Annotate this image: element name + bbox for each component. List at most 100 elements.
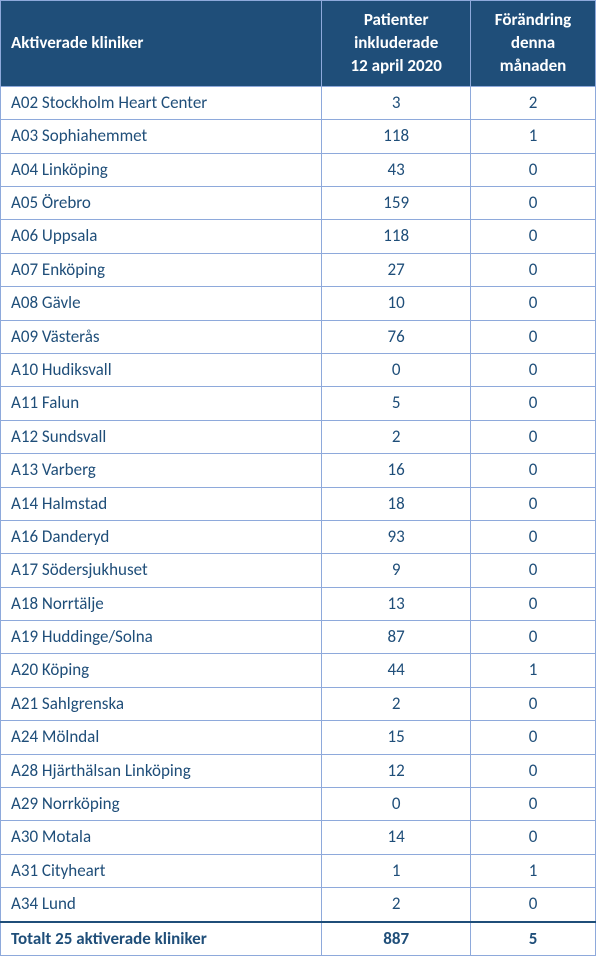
table-header: Aktiverade kliniker Patienter inkluderad… — [1, 1, 596, 87]
table-row: A12 Sundsvall20 — [1, 420, 596, 453]
table-row: A03 Sophiahemmet1181 — [1, 120, 596, 153]
header-patients-line2: inkluderade — [354, 32, 438, 53]
cell-name: A06 Uppsala — [1, 220, 322, 253]
table-row: A07 Enköping270 — [1, 253, 596, 286]
header-patients-line3: 12 april 2020 — [351, 55, 442, 76]
cell-change: 0 — [471, 621, 596, 654]
table-row: A30 Motala140 — [1, 821, 596, 854]
cell-name: A03 Sophiahemmet — [1, 120, 322, 153]
cell-patients: 93 — [322, 520, 471, 553]
cell-patients: 44 — [322, 654, 471, 687]
header-name-line1: Aktiverade kliniker — [11, 32, 143, 53]
cell-change: 0 — [471, 788, 596, 821]
cell-name: A10 Hudiksvall — [1, 353, 322, 386]
table-row: A21 Sahlgrenska20 — [1, 687, 596, 720]
cell-change: 1 — [471, 120, 596, 153]
table-row: A34 Lund20 — [1, 888, 596, 922]
table-row: A02 Stockholm Heart Center32 — [1, 86, 596, 119]
table-row: A10 Hudiksvall00 — [1, 353, 596, 386]
table-row: A24 Mölndal150 — [1, 721, 596, 754]
cell-patients: 43 — [322, 153, 471, 186]
cell-patients: 5 — [322, 387, 471, 420]
cell-name: A21 Sahlgrenska — [1, 687, 322, 720]
cell-change: 0 — [471, 821, 596, 854]
cell-patients: 3 — [322, 86, 471, 119]
cell-patients: 0 — [322, 353, 471, 386]
cell-patients: 76 — [322, 320, 471, 353]
cell-change: 0 — [471, 253, 596, 286]
cell-name: A12 Sundsvall — [1, 420, 322, 453]
total-row: Totalt 25 aktiverade kliniker8875 — [1, 922, 596, 956]
cell-change: 0 — [471, 420, 596, 453]
cell-change: 0 — [471, 554, 596, 587]
header-change-line3: månaden — [500, 55, 567, 76]
table-body: A02 Stockholm Heart Center32A03 Sophiahe… — [1, 86, 596, 955]
cell-name: A08 Gävle — [1, 287, 322, 320]
cell-patients: 9 — [322, 554, 471, 587]
cell-patients: 1 — [322, 854, 471, 887]
cell-change: 0 — [471, 520, 596, 553]
cell-change: 0 — [471, 888, 596, 922]
header-patients-line1: Patienter — [364, 9, 429, 30]
cell-patients: 2 — [322, 687, 471, 720]
cell-name: A02 Stockholm Heart Center — [1, 86, 322, 119]
table-row: A19 Huddinge/Solna870 — [1, 621, 596, 654]
cell-name: A28 Hjärthälsan Linköping — [1, 754, 322, 787]
header-patients: Patienter inkluderade 12 april 2020 — [322, 1, 471, 87]
cell-patients: 87 — [322, 621, 471, 654]
table-row: A28 Hjärthälsan Linköping120 — [1, 754, 596, 787]
cell-patients: 15 — [322, 721, 471, 754]
table-row: A31 Cityheart11 — [1, 854, 596, 887]
table-row: A13 Varberg160 — [1, 454, 596, 487]
cell-change: 0 — [471, 320, 596, 353]
table-row: A08 Gävle100 — [1, 287, 596, 320]
cell-change: 0 — [471, 587, 596, 620]
cell-patients: 2 — [322, 888, 471, 922]
cell-change: 0 — [471, 721, 596, 754]
cell-patients: 118 — [322, 220, 471, 253]
cell-name: A07 Enköping — [1, 253, 322, 286]
cell-name: A20 Köping — [1, 654, 322, 687]
total-change: 5 — [471, 922, 596, 956]
table-row: A11 Falun50 — [1, 387, 596, 420]
table-row: A17 Södersjukhuset90 — [1, 554, 596, 587]
cell-name: A31 Cityheart — [1, 854, 322, 887]
table-row: A16 Danderyd930 — [1, 520, 596, 553]
total-label: Totalt 25 aktiverade kliniker — [1, 922, 322, 956]
cell-patients: 10 — [322, 287, 471, 320]
cell-name: A09 Västerås — [1, 320, 322, 353]
cell-change: 2 — [471, 86, 596, 119]
cell-change: 1 — [471, 654, 596, 687]
header-change: Förändring denna månaden — [471, 1, 596, 87]
cell-patients: 16 — [322, 454, 471, 487]
cell-name: A17 Södersjukhuset — [1, 554, 322, 587]
header-change-line2: denna — [511, 32, 555, 53]
table-row: A18 Norrtälje130 — [1, 587, 596, 620]
cell-patients: 13 — [322, 587, 471, 620]
cell-name: A14 Halmstad — [1, 487, 322, 520]
cell-name: A04 Linköping — [1, 153, 322, 186]
cell-change: 0 — [471, 220, 596, 253]
cell-name: A13 Varberg — [1, 454, 322, 487]
cell-name: A11 Falun — [1, 387, 322, 420]
cell-patients: 18 — [322, 487, 471, 520]
total-patients: 887 — [322, 922, 471, 956]
cell-name: A24 Mölndal — [1, 721, 322, 754]
cell-name: A16 Danderyd — [1, 520, 322, 553]
cell-name: A05 Örebro — [1, 186, 322, 219]
clinics-table: Aktiverade kliniker Patienter inkluderad… — [0, 0, 596, 956]
table-row: A09 Västerås760 — [1, 320, 596, 353]
table-row: A20 Köping441 — [1, 654, 596, 687]
header-change-line1: Förändring — [495, 9, 571, 30]
cell-change: 0 — [471, 687, 596, 720]
cell-name: A19 Huddinge/Solna — [1, 621, 322, 654]
cell-patients: 118 — [322, 120, 471, 153]
table-row: A29 Norrköping00 — [1, 788, 596, 821]
cell-name: A18 Norrtälje — [1, 587, 322, 620]
cell-patients: 2 — [322, 420, 471, 453]
cell-change: 0 — [471, 287, 596, 320]
cell-change: 1 — [471, 854, 596, 887]
cell-patients: 14 — [322, 821, 471, 854]
cell-change: 0 — [471, 487, 596, 520]
table-row: A04 Linköping430 — [1, 153, 596, 186]
